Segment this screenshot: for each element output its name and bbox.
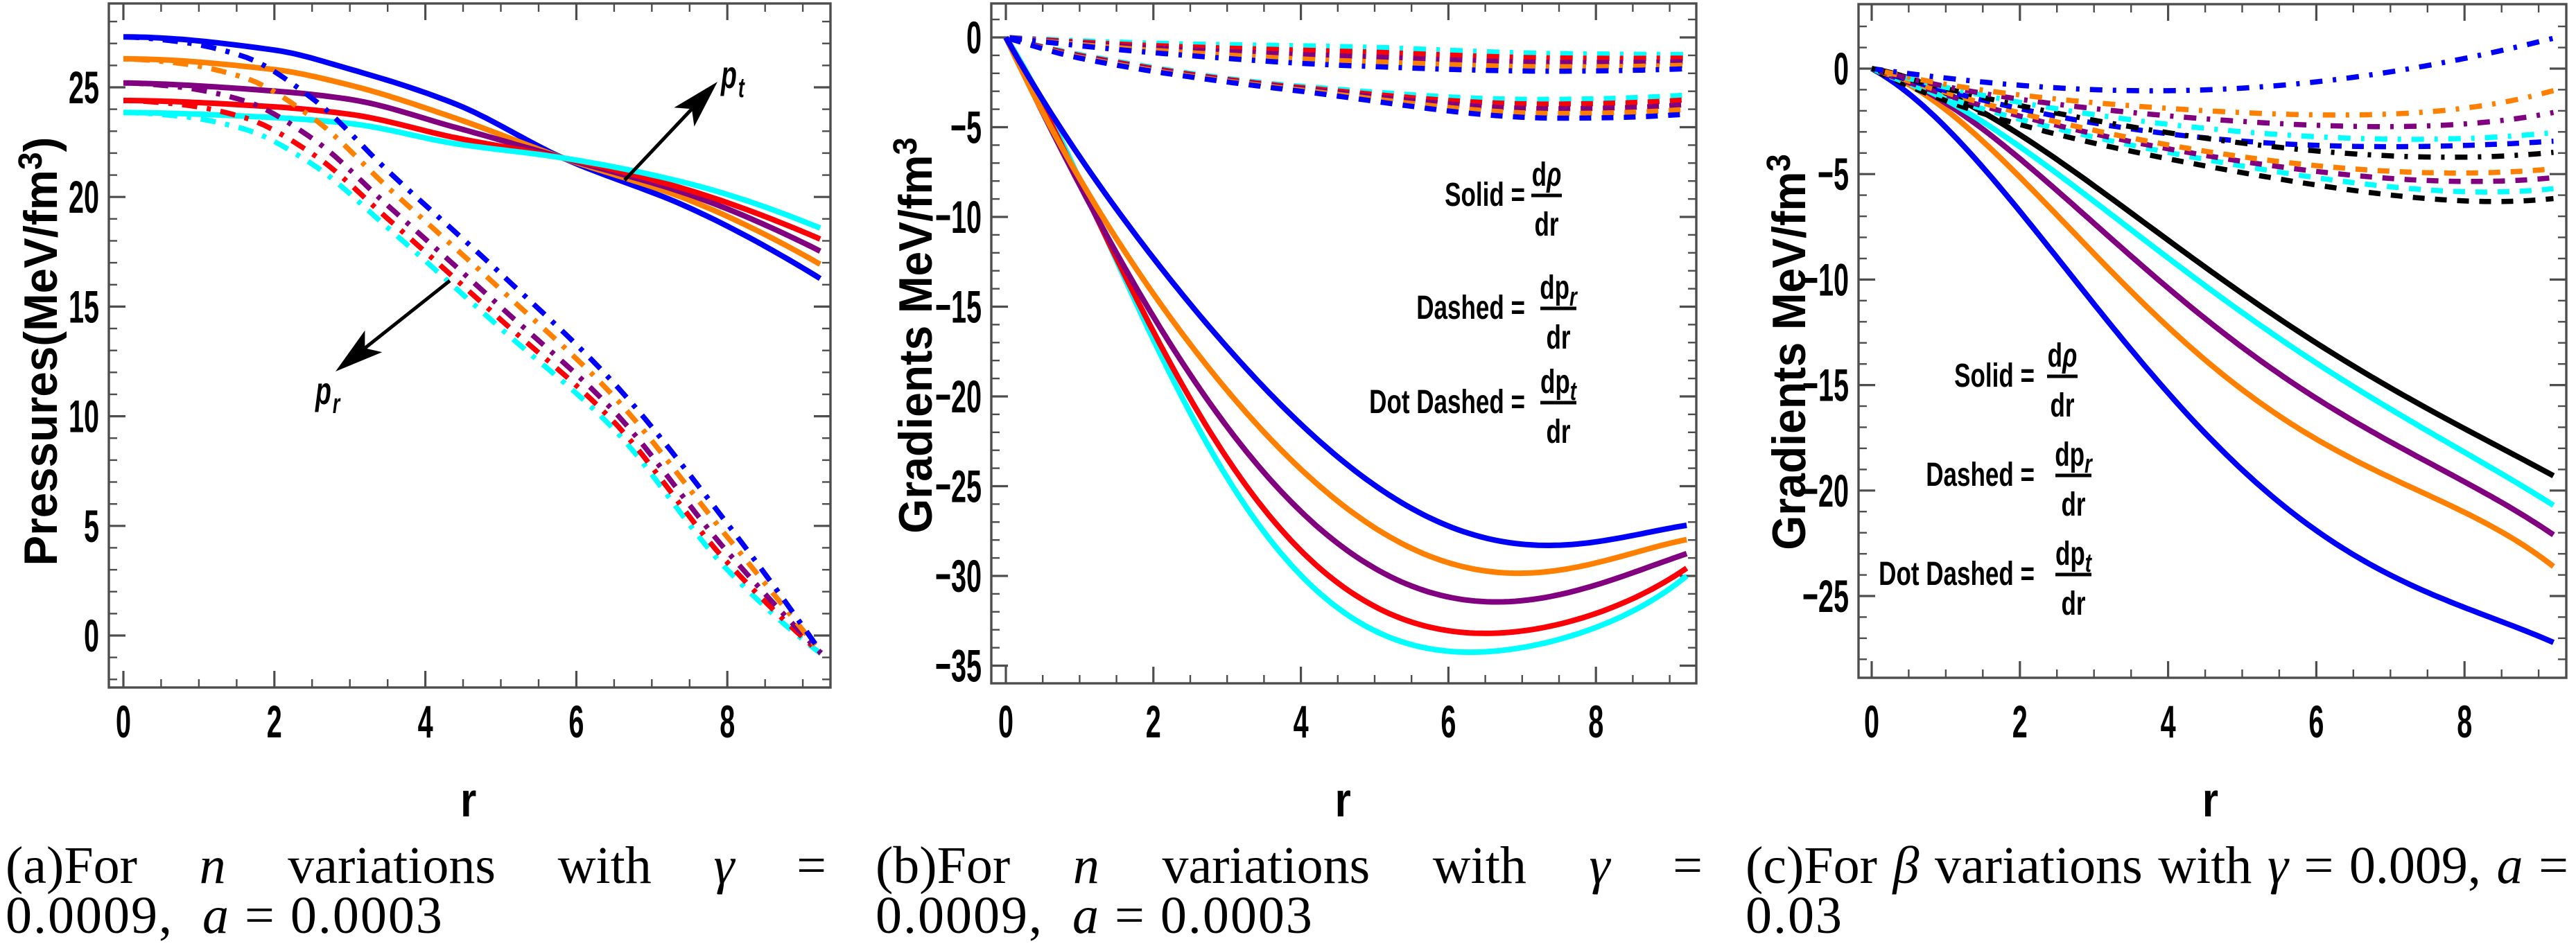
- svg-text:Gradients MeV/fm3: Gradients MeV/fm3: [887, 137, 943, 533]
- svg-text:0: 0: [84, 611, 99, 662]
- svg-text:8: 8: [1588, 697, 1603, 748]
- svg-text:0: 0: [116, 697, 131, 748]
- svg-text:dpt: dpt: [2055, 535, 2093, 579]
- svg-text:Solid =: Solid =: [1954, 357, 2035, 394]
- svg-text:dr: dr: [2061, 486, 2085, 523]
- svg-text:dr: dr: [2050, 387, 2074, 424]
- svg-text:−35: −35: [935, 640, 982, 692]
- svg-text:−15: −15: [1802, 360, 1849, 411]
- svg-text:Dot Dashed =: Dot Dashed =: [1879, 555, 2035, 593]
- svg-text:pr: pr: [314, 370, 340, 420]
- svg-text:dρ: dρ: [2048, 337, 2078, 374]
- svg-text:0: 0: [966, 12, 982, 64]
- svg-text:6: 6: [568, 697, 584, 748]
- svg-text:−15: −15: [935, 281, 982, 333]
- svg-text:−25: −25: [1802, 571, 1849, 622]
- svg-text:2: 2: [267, 697, 282, 748]
- svg-text:4: 4: [418, 697, 433, 748]
- svg-text:8: 8: [720, 697, 735, 748]
- svg-text:dr: dr: [1546, 413, 1570, 450]
- svg-text:0: 0: [1864, 697, 1879, 748]
- svg-text:Dot Dashed =: Dot Dashed =: [1369, 383, 1525, 421]
- svg-text:dr: dr: [1546, 319, 1570, 356]
- svg-text:dr: dr: [1534, 206, 1558, 243]
- svg-text:−10: −10: [935, 192, 982, 243]
- svg-text:10: 10: [69, 391, 99, 442]
- svg-text:−25: −25: [935, 461, 982, 512]
- svg-text:2: 2: [1146, 697, 1161, 748]
- svg-text:6: 6: [1441, 697, 1456, 748]
- svg-text:−10: −10: [1802, 254, 1849, 306]
- svg-text:−5: −5: [950, 102, 982, 153]
- svg-text:0: 0: [998, 697, 1013, 748]
- svg-text:Dashed =: Dashed =: [1416, 289, 1525, 326]
- svg-text:dr: dr: [2061, 585, 2085, 622]
- svg-text:dpt: dpt: [1540, 363, 1578, 407]
- svg-text:Pressures(MeV/fm3): Pressures(MeV/fm3): [11, 137, 67, 566]
- svg-text:pt: pt: [720, 54, 745, 104]
- svg-text:−30: −30: [935, 551, 982, 602]
- svg-text:8: 8: [2457, 697, 2472, 748]
- svg-text:dρ: dρ: [1532, 156, 1562, 193]
- svg-text:r: r: [460, 772, 476, 827]
- svg-text:15: 15: [69, 281, 99, 333]
- svg-text:r: r: [2202, 772, 2218, 827]
- svg-text:0: 0: [1834, 44, 1849, 95]
- svg-text:−5: −5: [1818, 149, 1849, 200]
- svg-text:Solid =: Solid =: [1445, 176, 1525, 213]
- svg-text:r: r: [1335, 772, 1351, 827]
- svg-text:Dashed =: Dashed =: [1926, 456, 2035, 493]
- svg-text:5: 5: [84, 500, 99, 552]
- svg-text:6: 6: [2308, 697, 2324, 748]
- svg-text:4: 4: [1294, 697, 1309, 748]
- svg-text:4: 4: [2161, 697, 2176, 748]
- svg-text:−20: −20: [935, 371, 982, 423]
- svg-text:−20: −20: [1802, 465, 1849, 516]
- svg-text:dpr: dpr: [1540, 269, 1578, 313]
- svg-text:25: 25: [69, 62, 99, 114]
- svg-text:Gradients MeV/fm3: Gradients MeV/fm3: [1760, 154, 1816, 550]
- svg-text:20: 20: [69, 172, 99, 223]
- svg-text:2: 2: [2012, 697, 2028, 748]
- svg-text:dpr: dpr: [2055, 436, 2093, 480]
